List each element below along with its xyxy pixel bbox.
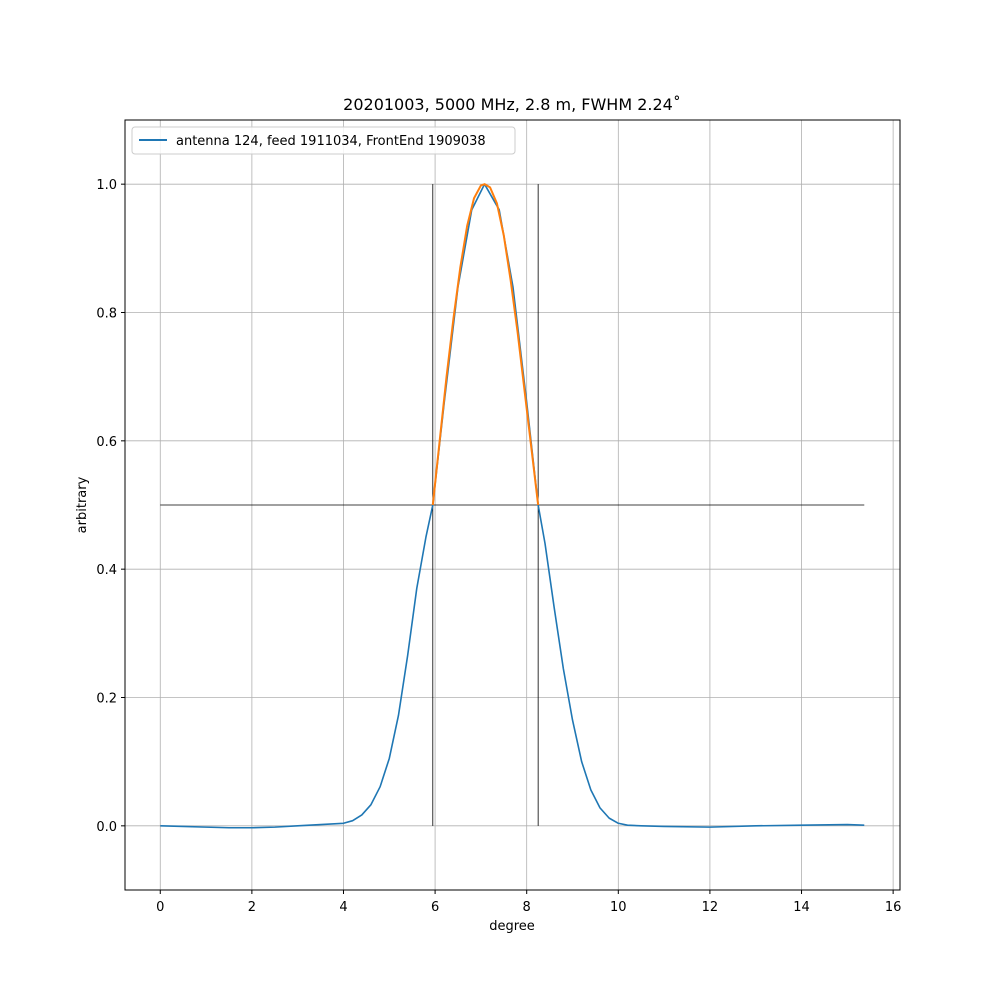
y-tick-label: 0.4 xyxy=(96,563,117,578)
x-tick-label: 2 xyxy=(248,900,256,915)
gaussian-fit-line xyxy=(431,183,540,506)
legend-box xyxy=(131,126,516,155)
chart-title: 20201003, 5000 MHz, 2.8 m, FWHM 2.24˚ xyxy=(343,95,681,114)
beam-profile-line xyxy=(160,183,865,829)
y-tick-label: 0.6 xyxy=(96,435,117,450)
x-axis-label: degree xyxy=(489,919,535,934)
x-tick-label: 10 xyxy=(610,900,627,915)
x-tick-label: 14 xyxy=(793,900,810,915)
plot-frame xyxy=(124,119,901,891)
x-tick-label: 4 xyxy=(339,900,347,915)
x-ticks: 0 2 4 6 8 10 12 14 16 xyxy=(156,890,901,915)
x-tick-label: 12 xyxy=(702,900,719,915)
x-tick-label: 6 xyxy=(431,900,439,915)
x-tick-label: 8 xyxy=(523,900,531,915)
y-ticks: 0.0 0.2 0.4 0.6 0.8 1.0 xyxy=(96,178,125,835)
y-axis-label: arbitrary xyxy=(75,476,90,533)
y-tick-label: 1.0 xyxy=(96,178,117,193)
y-tick-label: 0.8 xyxy=(96,307,117,322)
y-tick-label: 0.0 xyxy=(96,820,117,835)
y-tick-label: 0.2 xyxy=(96,692,117,707)
x-tick-label: 16 xyxy=(885,900,902,915)
x-tick-label: 0 xyxy=(156,900,164,915)
series-group xyxy=(160,183,865,829)
legend-label: antenna 124, feed 1911034, FrontEnd 1909… xyxy=(176,134,486,149)
legend: antenna 124, feed 1911034, FrontEnd 1909… xyxy=(131,126,516,155)
